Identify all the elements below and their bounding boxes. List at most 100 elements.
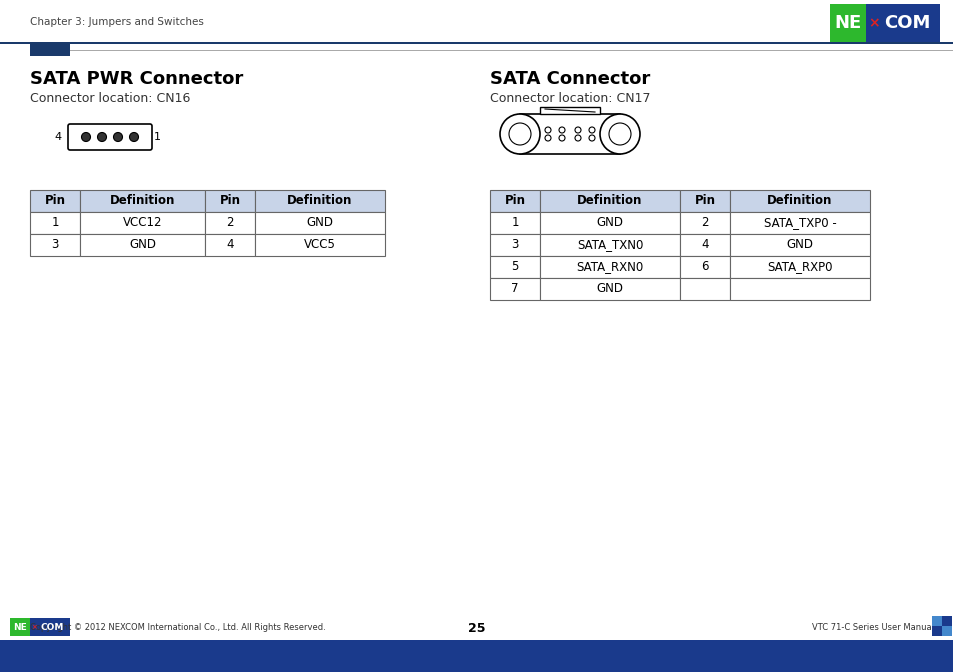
Bar xyxy=(10,618,30,636)
Circle shape xyxy=(499,114,539,154)
Bar xyxy=(865,4,939,42)
Text: 6: 6 xyxy=(700,261,708,274)
Bar xyxy=(679,234,729,256)
Text: GND: GND xyxy=(596,282,623,296)
Text: 5: 5 xyxy=(511,261,518,274)
Bar xyxy=(829,4,865,42)
Bar xyxy=(30,44,70,56)
Text: GND: GND xyxy=(306,216,334,230)
Text: 1: 1 xyxy=(511,216,518,230)
Text: Connector location: CN17: Connector location: CN17 xyxy=(490,92,650,105)
Bar xyxy=(729,212,869,234)
Bar xyxy=(70,50,953,51)
Bar xyxy=(0,42,953,44)
Bar xyxy=(30,234,80,256)
Circle shape xyxy=(544,135,551,141)
Text: GND: GND xyxy=(129,239,156,251)
Text: Pin: Pin xyxy=(45,194,66,208)
Bar xyxy=(729,256,869,278)
Bar xyxy=(539,256,679,278)
Text: 25: 25 xyxy=(468,622,485,634)
Text: 4: 4 xyxy=(55,132,62,142)
Bar xyxy=(30,618,70,636)
Text: NE: NE xyxy=(834,14,861,32)
Text: 4: 4 xyxy=(700,239,708,251)
Text: VCC5: VCC5 xyxy=(304,239,335,251)
Circle shape xyxy=(575,127,580,133)
Circle shape xyxy=(97,132,107,142)
Bar xyxy=(80,234,205,256)
Bar xyxy=(490,278,539,300)
Bar xyxy=(30,212,80,234)
Text: 7: 7 xyxy=(511,282,518,296)
Text: Copyright © 2012 NEXCOM International Co., Ltd. All Rights Reserved.: Copyright © 2012 NEXCOM International Co… xyxy=(30,624,325,632)
Bar xyxy=(729,278,869,300)
Text: 2: 2 xyxy=(700,216,708,230)
Circle shape xyxy=(588,135,595,141)
Bar xyxy=(80,212,205,234)
Text: Pin: Pin xyxy=(504,194,525,208)
Bar xyxy=(519,114,619,154)
Text: GND: GND xyxy=(785,239,813,251)
Bar xyxy=(679,190,729,212)
Bar xyxy=(0,0,953,42)
Circle shape xyxy=(558,127,564,133)
Text: 4: 4 xyxy=(226,239,233,251)
Circle shape xyxy=(113,132,122,142)
Bar xyxy=(729,234,869,256)
Bar xyxy=(539,234,679,256)
Bar xyxy=(941,616,951,626)
Bar xyxy=(0,640,953,672)
Circle shape xyxy=(81,132,91,142)
Text: Chapter 3: Jumpers and Switches: Chapter 3: Jumpers and Switches xyxy=(30,17,204,27)
Bar xyxy=(254,212,385,234)
Text: ×: × xyxy=(867,16,879,30)
Bar xyxy=(941,626,951,636)
Text: VTC 71-C Series User Manual: VTC 71-C Series User Manual xyxy=(811,624,933,632)
Text: VCC12: VCC12 xyxy=(123,216,162,230)
Bar xyxy=(539,278,679,300)
FancyBboxPatch shape xyxy=(68,124,152,150)
Circle shape xyxy=(558,135,564,141)
Text: Definition: Definition xyxy=(110,194,175,208)
Text: 3: 3 xyxy=(511,239,518,251)
Text: Pin: Pin xyxy=(694,194,715,208)
Bar xyxy=(539,190,679,212)
Bar xyxy=(931,616,941,626)
Text: 2: 2 xyxy=(226,216,233,230)
Bar xyxy=(490,212,539,234)
Bar xyxy=(729,190,869,212)
Text: SATA_RXN0: SATA_RXN0 xyxy=(576,261,643,274)
Text: NE: NE xyxy=(13,622,27,632)
Text: 1: 1 xyxy=(51,216,59,230)
Bar xyxy=(254,190,385,212)
Text: COM: COM xyxy=(883,14,929,32)
Bar xyxy=(931,626,941,636)
Circle shape xyxy=(575,135,580,141)
Bar xyxy=(205,190,254,212)
Text: SATA Connector: SATA Connector xyxy=(490,70,650,88)
Text: SATA PWR Connector: SATA PWR Connector xyxy=(30,70,243,88)
Text: Connector location: CN16: Connector location: CN16 xyxy=(30,92,191,105)
Circle shape xyxy=(509,123,531,145)
Bar xyxy=(679,278,729,300)
Circle shape xyxy=(544,127,551,133)
Bar xyxy=(80,190,205,212)
Circle shape xyxy=(599,114,639,154)
Bar xyxy=(679,256,729,278)
Bar xyxy=(539,107,599,114)
Text: GND: GND xyxy=(596,216,623,230)
Bar xyxy=(490,256,539,278)
Text: Definition: Definition xyxy=(577,194,642,208)
Text: COM: COM xyxy=(40,622,64,632)
Text: 1: 1 xyxy=(153,132,161,142)
Circle shape xyxy=(130,132,138,142)
Text: SATA_RXP0: SATA_RXP0 xyxy=(766,261,832,274)
Text: Definition: Definition xyxy=(287,194,353,208)
Bar xyxy=(490,234,539,256)
Circle shape xyxy=(588,127,595,133)
Circle shape xyxy=(608,123,630,145)
Bar xyxy=(679,212,729,234)
Bar xyxy=(539,212,679,234)
Text: 3: 3 xyxy=(51,239,59,251)
